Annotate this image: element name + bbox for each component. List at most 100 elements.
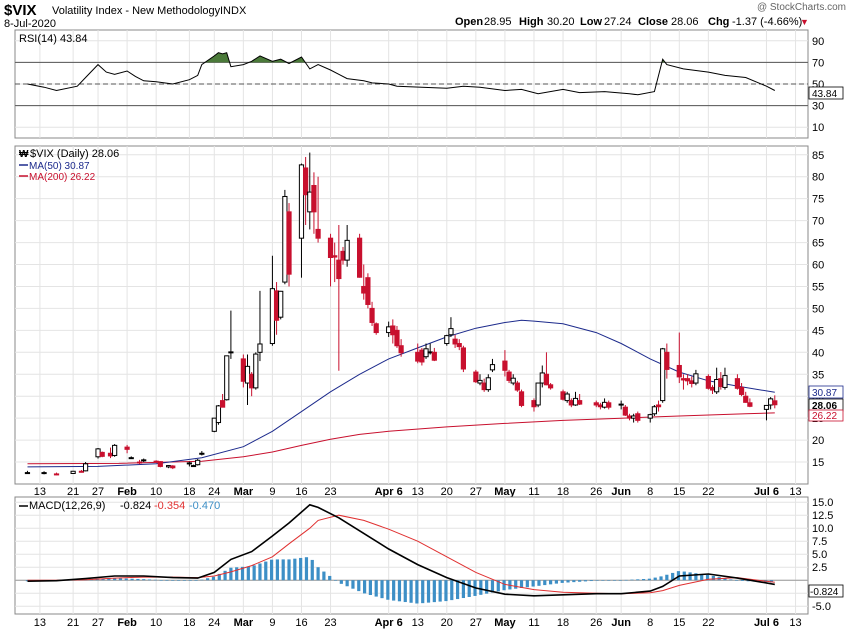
x-tick-label: Apr 6 — [375, 486, 403, 498]
macd-histogram-bar — [339, 580, 343, 584]
candle-down — [456, 343, 462, 348]
macd-histogram-bar — [235, 567, 239, 581]
y-tick-label: 65 — [812, 238, 824, 250]
watermark: @ StockCharts.com — [757, 2, 846, 13]
macd-histogram-bar — [548, 580, 553, 585]
candle-down — [543, 373, 550, 386]
macd-histogram-bar — [653, 577, 657, 581]
candle-down — [170, 465, 176, 469]
candle-down — [481, 382, 487, 391]
macd-histogram-bar — [118, 578, 123, 581]
candle-up — [41, 472, 47, 475]
ma50-line — [27, 319, 775, 468]
candle-down — [311, 185, 317, 213]
candle-up — [211, 417, 217, 432]
macd-histogram-bar — [659, 576, 663, 581]
macd-histogram-bar — [153, 579, 157, 581]
y-tick-label: 15 — [812, 457, 824, 469]
ma50-value-tag — [808, 385, 844, 399]
candle-down — [415, 351, 421, 362]
chg-label: Chg — [708, 16, 729, 28]
macd-histogram-bar — [694, 573, 698, 581]
x-tick-label: 15 — [673, 617, 685, 629]
macd-histogram-bar — [107, 578, 111, 581]
macd-histogram-bar — [176, 580, 181, 581]
macd-histogram-bar — [368, 580, 372, 596]
candle-down — [664, 351, 670, 370]
macd-histogram-bar — [485, 580, 489, 594]
macd-histogram-bar — [130, 578, 134, 581]
candle-up — [763, 404, 770, 410]
macd-histogram-bar — [351, 580, 355, 589]
candle-down — [684, 378, 691, 382]
macd-histogram-bar — [705, 574, 710, 581]
macd-histogram-bar — [246, 566, 250, 581]
candle-down — [315, 228, 321, 239]
macd-histogram-bar — [240, 566, 245, 581]
macd-histogram-bar — [142, 579, 146, 581]
macd-histogram-bar — [578, 580, 582, 582]
candle-down — [431, 351, 437, 361]
high-label: High — [519, 16, 544, 28]
x-tick-label: 23 — [324, 486, 336, 498]
macd-histogram-bar — [426, 580, 431, 603]
x-tick-label: 26 — [590, 486, 602, 498]
macd-histogram-bar — [293, 558, 297, 581]
macd-histogram-bar — [729, 579, 733, 581]
macd-histogram-bar — [362, 580, 367, 594]
macd-histogram-bar — [432, 580, 436, 603]
candle-up — [618, 403, 624, 406]
macd-histogram-bar — [345, 580, 349, 587]
y-tick-label: 5.0 — [812, 549, 827, 561]
x-tick-label: 13 — [789, 617, 801, 629]
macd-histogram-bar — [566, 580, 570, 583]
macd-histogram-bar — [455, 580, 460, 600]
macd-histogram-bar — [723, 578, 727, 581]
macd-histogram-bar — [188, 580, 192, 581]
x-tick-label: 10 — [150, 617, 162, 629]
candle-down — [107, 452, 114, 457]
y-tick-label: -5.0 — [812, 601, 831, 613]
x-tick-label: Jun — [611, 486, 631, 498]
candle-down — [286, 211, 292, 275]
macd-histogram-bar — [200, 579, 204, 581]
candle-down — [705, 375, 711, 389]
candle-down — [460, 347, 466, 370]
chg-value: -1.37 (-4.66%) — [732, 16, 802, 28]
macd-histogram-bar — [269, 559, 274, 581]
macd-histogram-bar — [589, 580, 593, 582]
price-legend-label: $VIX (Daily) 28.06 — [30, 148, 119, 160]
candle-up — [651, 406, 657, 415]
y-tick-label: 60 — [812, 260, 824, 272]
y-tick-label: 20 — [812, 435, 824, 447]
candle-down — [473, 371, 479, 383]
candle-down — [738, 386, 745, 395]
x-tick-label: 15 — [673, 486, 685, 498]
macd-histogram-bar — [636, 579, 640, 581]
candle-down — [332, 255, 338, 258]
candle-up — [647, 414, 653, 419]
macd-histogram-bar — [450, 580, 454, 601]
candle-down — [419, 349, 425, 363]
candle-up — [307, 191, 313, 213]
macd-histogram-bar — [607, 580, 611, 581]
macd-histogram-bar — [304, 557, 309, 581]
candle-down — [531, 400, 537, 408]
candle-up — [386, 326, 392, 334]
candle-up — [224, 355, 230, 401]
macd-value-tag-text: -0.824 — [810, 587, 839, 598]
macd-histogram-bar — [322, 571, 326, 581]
candle-down — [597, 404, 604, 408]
candle-up — [228, 351, 234, 354]
x-tick-label: 22 — [702, 486, 714, 498]
macd-histogram-bar — [496, 580, 500, 592]
macd-histogram-bar — [223, 570, 227, 581]
macd-histogram-bar — [554, 580, 558, 584]
candle-down — [124, 446, 130, 450]
candle-up — [95, 448, 101, 458]
y-tick-label: 45 — [812, 325, 824, 337]
macd-histogram-bar — [531, 580, 535, 587]
macd-histogram-bar — [229, 567, 233, 581]
x-tick-label: 20 — [441, 486, 453, 498]
